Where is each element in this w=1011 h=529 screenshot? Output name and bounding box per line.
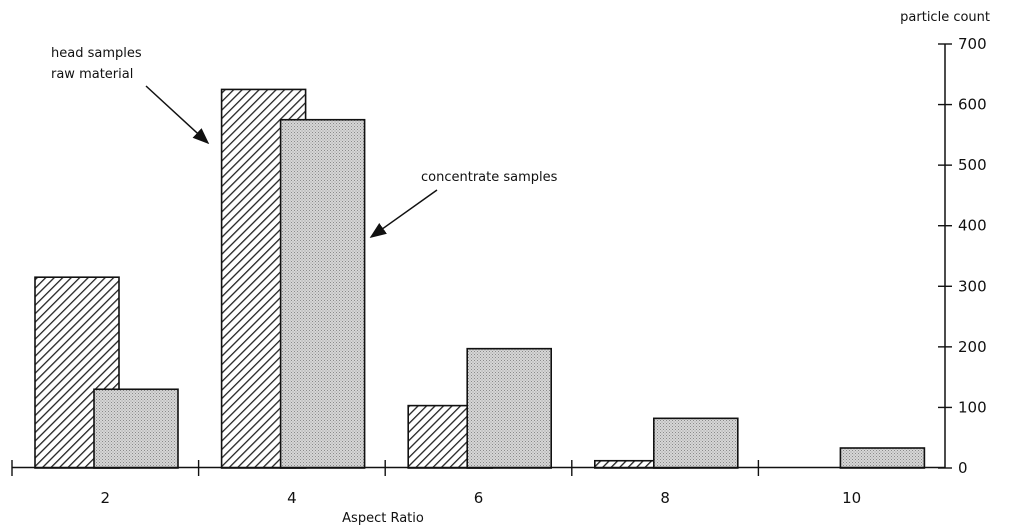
x-axis-title: Aspect Ratio	[342, 511, 424, 526]
x-tick-label-6: 6	[474, 489, 484, 507]
y-tick-label-0: 0	[958, 459, 968, 477]
x-tick-label-10: 10	[842, 489, 861, 507]
annotation-concentrate-samples: concentrate samples	[369, 170, 558, 238]
annotation-head-samples-line2: raw material	[51, 67, 133, 82]
y-tick-label-500: 500	[958, 156, 987, 174]
annotation-head-samples-line1: head samples	[51, 46, 142, 61]
y-tick-label-100: 100	[958, 398, 987, 416]
y-tick-label-200: 200	[958, 338, 987, 356]
bar-concentrate-2	[93, 388, 179, 469]
bar-concentrate-10	[839, 447, 926, 469]
y-ticks-group: 0 100 200 300 400 500 600 700	[938, 35, 987, 477]
y-tick-label-700: 700	[958, 35, 987, 53]
annotation-concentrate-samples-text: concentrate samples	[421, 170, 558, 185]
bars-group	[34, 88, 926, 469]
bar-concentrate-6	[466, 347, 553, 469]
bar-concentrate-8	[652, 417, 739, 469]
x-tick-label-8: 8	[660, 489, 670, 507]
x-tick-label-2: 2	[101, 489, 111, 507]
y-tick-label-300: 300	[958, 277, 987, 295]
annotation-head-samples-arrow	[145, 85, 210, 145]
y-tick-label-400: 400	[958, 217, 987, 235]
bar-concentrate-4	[279, 118, 366, 469]
x-tick-label-4: 4	[287, 489, 297, 507]
y-axis-title: particle count	[900, 10, 990, 25]
annotation-concentrate-samples-arrow	[369, 189, 438, 238]
y-tick-label-600: 600	[958, 96, 987, 114]
annotation-head-samples: head samples raw material	[51, 46, 210, 145]
x-ticks-group: 2 4 6 8 10	[11, 460, 861, 507]
